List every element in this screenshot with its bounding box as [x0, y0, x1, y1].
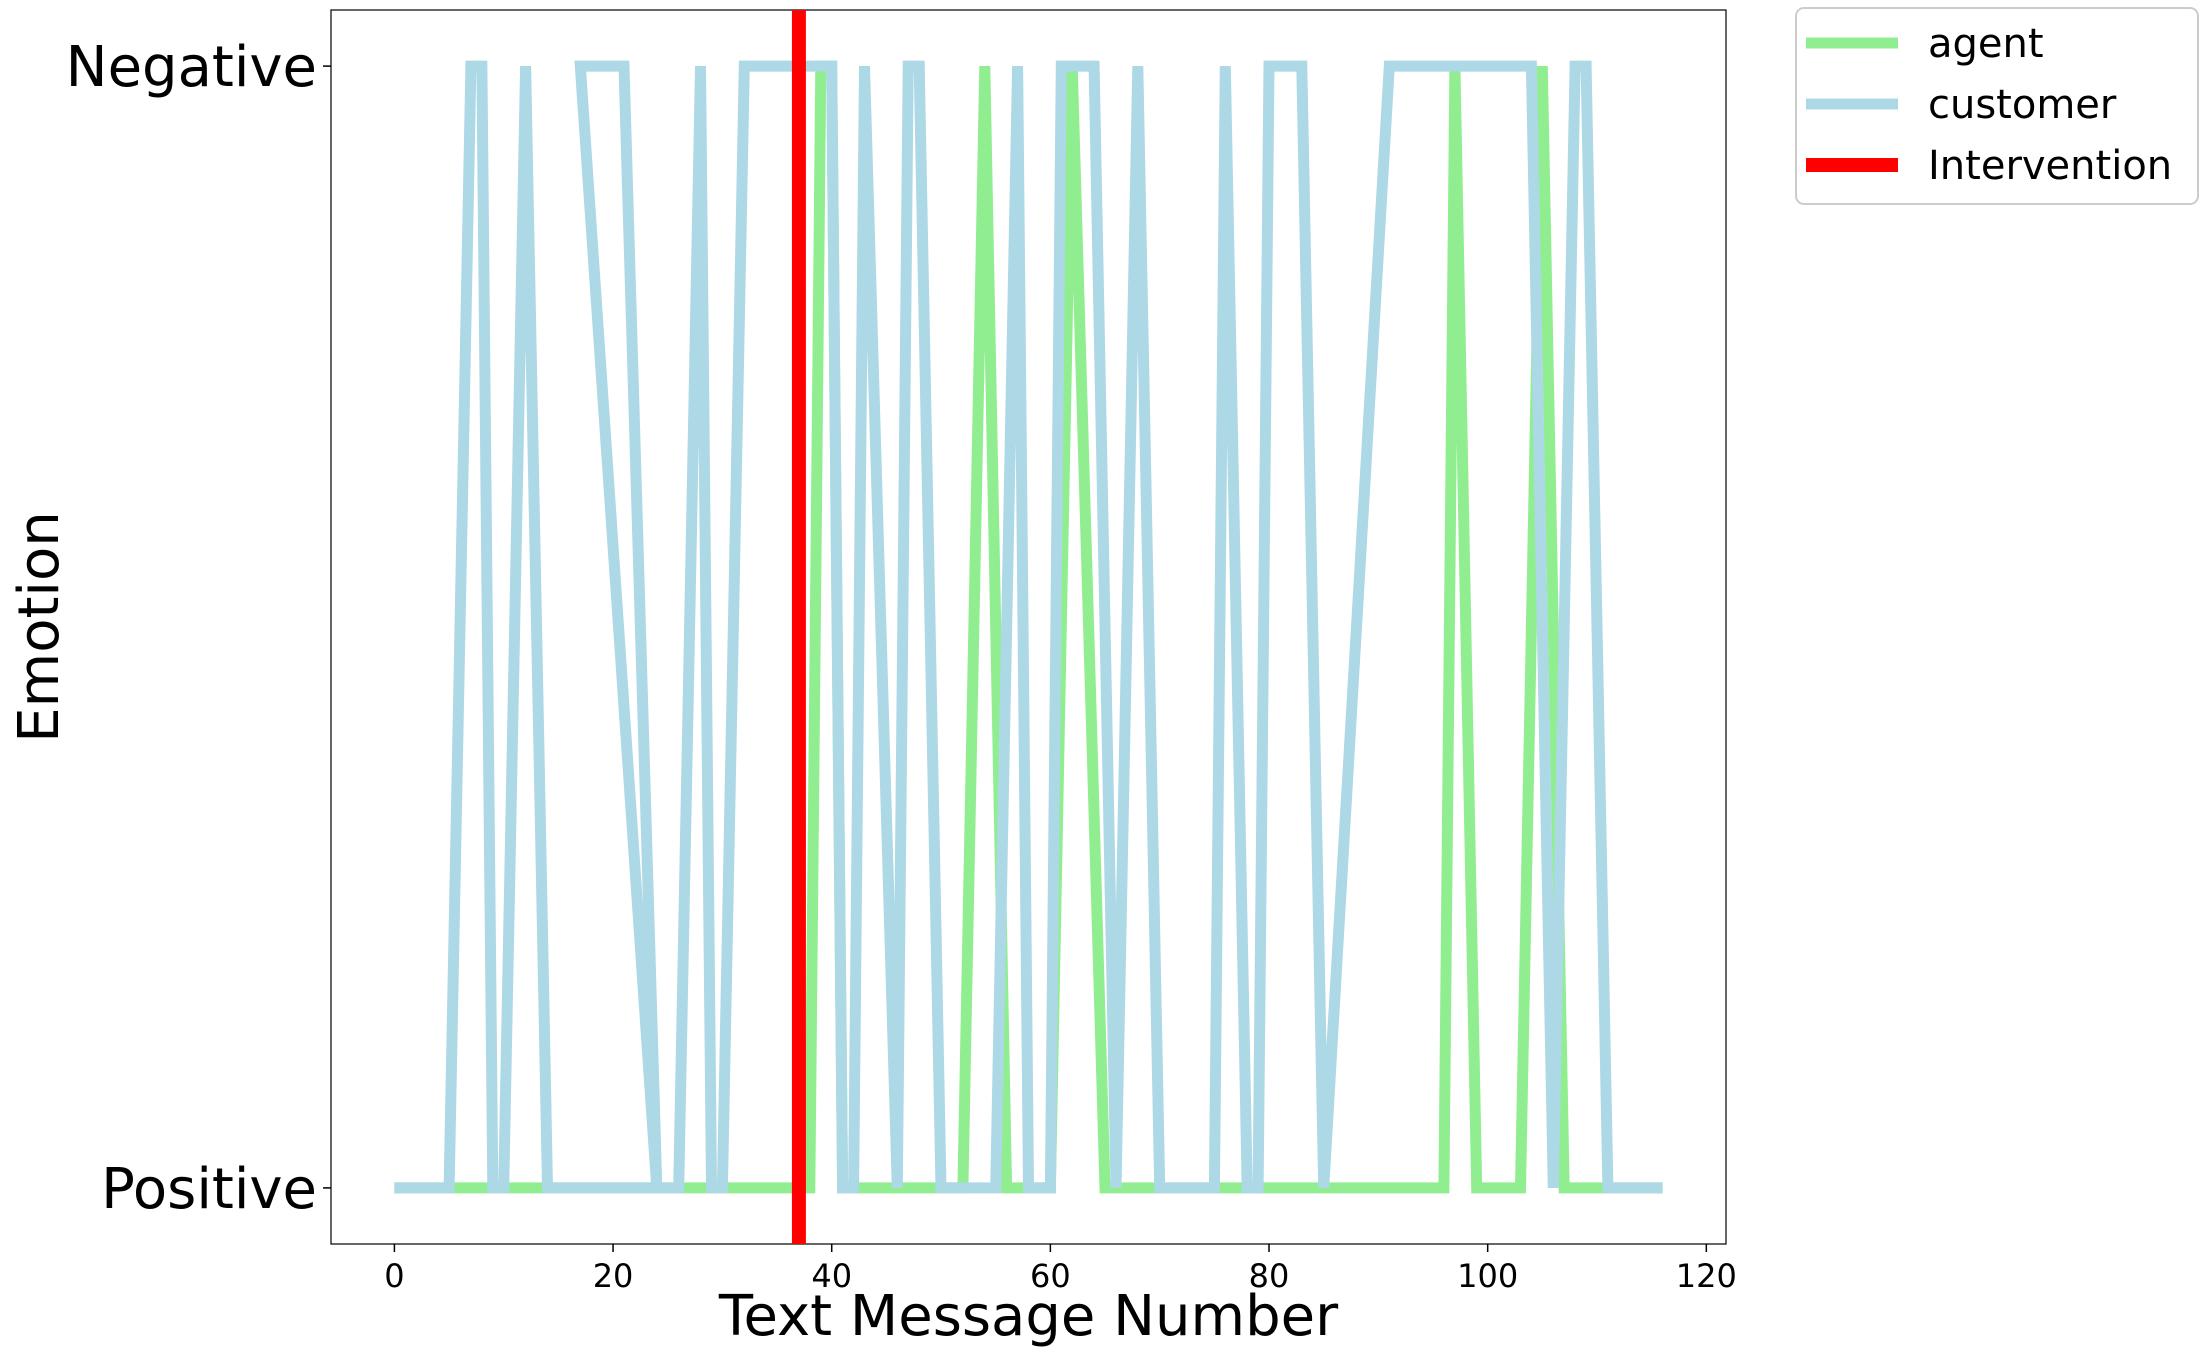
series-layer [394, 10, 1663, 1244]
legend-box [1795, 7, 2199, 205]
x-tick-label: 20 [593, 1257, 634, 1295]
x-tick-label: 0 [384, 1257, 404, 1295]
y-axis: Positive Negative [66, 35, 331, 1222]
x-tick-label: 60 [1030, 1257, 1071, 1295]
y-tick-label: Negative [66, 35, 317, 100]
y-tick-label: Positive [101, 1157, 317, 1222]
legend-label-intervention: Intervention [1928, 143, 2172, 189]
x-axis-title: Text Message Number [718, 1284, 1339, 1349]
x-axis: 0 20 40 60 80 100 120 [384, 1244, 1737, 1295]
x-tick-label: 100 [1457, 1257, 1518, 1295]
series-line-customer [394, 60, 1663, 1194]
x-tick-label: 120 [1676, 1257, 1737, 1295]
y-axis-title: Emotion [7, 511, 72, 742]
x-tick-label: 40 [811, 1257, 852, 1295]
legend-label-agent: agent [1928, 21, 2044, 67]
legend: agent customer Intervention [1795, 7, 2199, 205]
legend-label-customer: customer [1928, 82, 2117, 128]
plot-frame [330, 9, 1727, 1245]
x-tick-label: 80 [1249, 1257, 1290, 1295]
